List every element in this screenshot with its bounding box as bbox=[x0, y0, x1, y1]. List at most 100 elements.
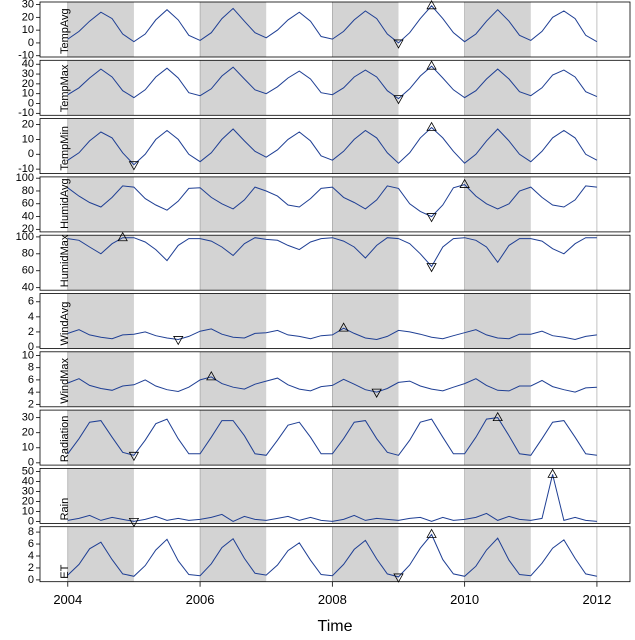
y-tick-label: 8 bbox=[28, 362, 34, 374]
y-tick-label: 0 bbox=[28, 515, 34, 527]
max-marker bbox=[426, 528, 437, 538]
shade-band bbox=[200, 293, 267, 349]
panel-label: Rain bbox=[59, 498, 71, 521]
x-tick-label: 2006 bbox=[186, 592, 215, 607]
panel-label: Radiation bbox=[59, 416, 71, 462]
y-tick-label: 2 bbox=[28, 398, 34, 410]
panel-label: HumidMax bbox=[59, 234, 71, 287]
panel-label: WindAvg bbox=[59, 302, 71, 346]
shade-band bbox=[332, 293, 399, 349]
y-tick-label: 20 bbox=[22, 118, 34, 130]
y-tick-label: 0 bbox=[28, 341, 34, 353]
y-tick-label: 100 bbox=[16, 172, 34, 184]
shade-band bbox=[332, 60, 399, 116]
shade-band bbox=[200, 235, 267, 291]
series-line bbox=[67, 65, 598, 100]
y-tick-label: 60 bbox=[22, 265, 34, 277]
y-tick-label: 10 bbox=[22, 442, 34, 454]
min-marker bbox=[426, 263, 437, 273]
y-tick-label: 8 bbox=[28, 526, 34, 538]
y-tick-label: 6 bbox=[28, 296, 34, 308]
y-tick-label: 6 bbox=[28, 538, 34, 550]
y-tick-label: 0 bbox=[28, 37, 34, 49]
shade-band bbox=[67, 118, 134, 174]
min-marker bbox=[173, 336, 184, 346]
y-tick-label: 4 bbox=[28, 311, 34, 323]
y-tick-label: 10 bbox=[22, 505, 34, 517]
max-marker bbox=[459, 178, 470, 188]
x-tick-label: 2010 bbox=[450, 592, 479, 607]
panel-frame bbox=[39, 118, 631, 174]
y-tick-label: 0 bbox=[28, 574, 34, 586]
y-tick-label: 30 bbox=[22, 0, 34, 10]
shade-band bbox=[464, 2, 531, 57]
max-marker bbox=[338, 322, 349, 332]
shade-band bbox=[332, 468, 399, 524]
x-tick-label: 2008 bbox=[318, 592, 347, 607]
series-line bbox=[67, 417, 597, 456]
min-marker bbox=[426, 213, 437, 223]
shade-band bbox=[332, 410, 399, 466]
panel-frame bbox=[39, 176, 631, 233]
min-marker bbox=[128, 518, 140, 528]
y-tick-label: 2 bbox=[28, 326, 34, 338]
series-line bbox=[67, 474, 597, 522]
y-tick-label: 10 bbox=[22, 24, 34, 36]
shade-band bbox=[67, 293, 134, 349]
y-tick-label: -10 bbox=[18, 163, 34, 175]
min-marker bbox=[371, 388, 382, 398]
y-tick-label: 50 bbox=[22, 465, 34, 477]
min-marker bbox=[393, 39, 404, 49]
shade-band bbox=[67, 468, 134, 524]
y-tick-label: 4 bbox=[28, 550, 34, 562]
y-tick-label: 10 bbox=[22, 349, 34, 361]
shade-band bbox=[200, 351, 267, 407]
max-marker bbox=[426, 60, 437, 70]
shade-band bbox=[67, 176, 134, 232]
shade-band bbox=[332, 118, 399, 174]
panel-frame bbox=[39, 234, 631, 291]
y-tick-label: 6 bbox=[28, 374, 34, 386]
y-tick-label: 30 bbox=[22, 68, 34, 80]
series-line bbox=[67, 237, 597, 268]
shade-band bbox=[200, 118, 267, 174]
y-tick-label: 20 bbox=[22, 78, 34, 90]
y-tick-label: 30 bbox=[22, 485, 34, 497]
y-tick-label: 40 bbox=[22, 58, 34, 70]
panel-label: WindMax bbox=[59, 357, 71, 403]
y-tick-label: 40 bbox=[22, 210, 34, 222]
shade-band bbox=[67, 410, 134, 466]
y-tick-label: 4 bbox=[28, 386, 34, 398]
panel-frame bbox=[39, 59, 631, 116]
y-tick-label: 40 bbox=[22, 475, 34, 487]
panel-frame bbox=[39, 293, 631, 349]
shade-band bbox=[200, 60, 267, 116]
y-tick-label: 0 bbox=[28, 148, 34, 160]
min-marker bbox=[393, 95, 404, 105]
y-tick-label: 2 bbox=[28, 562, 34, 574]
panel-frame bbox=[39, 409, 631, 466]
panel-frame bbox=[39, 467, 631, 524]
shade-band bbox=[332, 2, 399, 57]
panel-frame bbox=[39, 1, 631, 58]
panel-label: TempMin bbox=[59, 126, 71, 171]
max-marker bbox=[492, 411, 503, 422]
y-tick-label: -10 bbox=[18, 107, 34, 119]
min-marker bbox=[128, 161, 140, 171]
shade-band bbox=[200, 410, 267, 466]
x-tick-label: 2012 bbox=[582, 592, 611, 607]
x-axis-label: Time bbox=[318, 618, 353, 635]
y-tick-label: 10 bbox=[22, 88, 34, 100]
max-marker bbox=[206, 371, 217, 381]
series-line bbox=[67, 126, 598, 166]
min-marker bbox=[128, 451, 140, 462]
y-tick-label: 20 bbox=[22, 223, 34, 235]
max-marker bbox=[117, 231, 128, 242]
panel-label: TempAvg bbox=[59, 8, 71, 54]
y-tick-label: 100 bbox=[16, 231, 34, 243]
shade-band bbox=[464, 176, 531, 232]
y-tick-label: 20 bbox=[22, 11, 34, 23]
series-line bbox=[67, 376, 597, 393]
shade-band bbox=[200, 2, 267, 57]
